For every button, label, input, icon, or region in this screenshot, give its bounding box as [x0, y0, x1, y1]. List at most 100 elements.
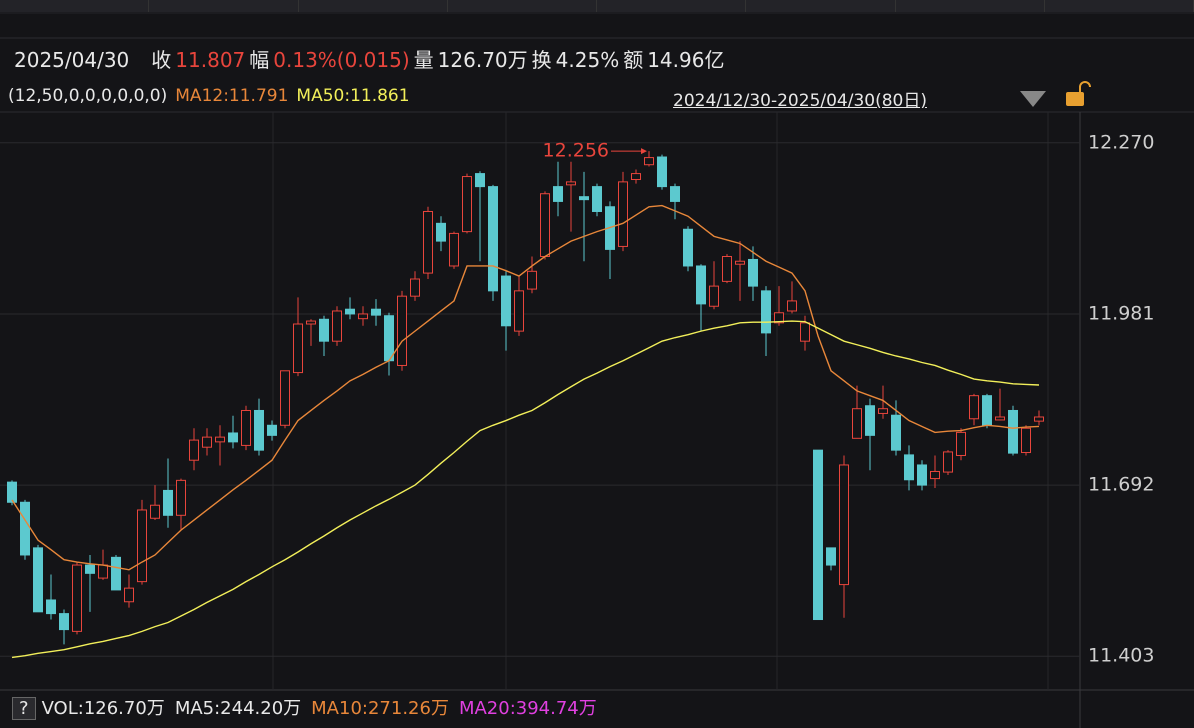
candle-body: [241, 409, 251, 446]
candle-body: [371, 308, 381, 316]
candle-body: [813, 449, 823, 621]
legend-entry: (12,50,0,0,0,0,0,0): [8, 86, 168, 106]
stat-label: 换: [531, 48, 552, 72]
candle-body: [826, 547, 836, 566]
candle-body: [930, 470, 940, 480]
candle-body: [189, 439, 199, 461]
candle-body: [98, 564, 108, 579]
y-tick-label: 11.403: [1088, 645, 1154, 667]
candle-body: [917, 464, 927, 486]
candle-body: [46, 599, 56, 615]
candle-body: [1008, 409, 1018, 454]
candle-body: [631, 173, 641, 181]
lock-icon[interactable]: [1066, 92, 1084, 106]
candle-body: [137, 509, 147, 583]
volume-legend: ? VOL:126.70万 MA5:244.20万 MA10:271.26万 MA20:…: [12, 694, 607, 720]
candle-body: [579, 196, 589, 201]
candle-body: [7, 481, 17, 503]
tab-bar: [0, 0, 1194, 14]
candle-body: [202, 436, 212, 448]
candle-body: [852, 408, 862, 439]
volume-legend-entry: MA5:244.20万: [174, 698, 302, 719]
candle-body: [358, 313, 368, 320]
y-tick-label: 12.270: [1088, 131, 1154, 153]
volume-legend-entry: VOL:126.70万: [41, 698, 165, 719]
candle-body: [20, 501, 30, 556]
candle-body: [254, 409, 264, 451]
candle-body: [553, 186, 563, 202]
candle-body: [436, 222, 446, 242]
candle-body: [969, 395, 979, 420]
candle-body: [72, 564, 82, 632]
candle-body: [488, 186, 498, 292]
candle-body: [514, 290, 524, 332]
candle-body: [644, 157, 654, 166]
info-bar: 2025/04/30 收 11.807 幅 0.13%(0.015) 量 126.70万换 4…: [14, 44, 728, 73]
candle-body: [59, 613, 69, 631]
candle-body: [800, 322, 810, 342]
candle-body: [228, 432, 238, 443]
candle-body: [540, 193, 550, 257]
candle-body: [215, 436, 225, 443]
candle-body: [670, 186, 680, 202]
candle-body: [423, 210, 433, 274]
candle-body: [462, 176, 472, 233]
annotation-arrowhead: [641, 148, 647, 155]
candle-body: [995, 416, 1005, 421]
candle-body: [501, 275, 511, 327]
candle-body: [709, 285, 719, 307]
legend: (12,50,0,0,0,0,0,0) MA12:11.791 MA50:11.86…: [8, 86, 418, 106]
lock-shackle: [1079, 81, 1091, 92]
candle-body: [774, 312, 784, 324]
stat-value: 11.807: [175, 48, 246, 72]
candle-body: [618, 181, 628, 247]
date: 2025/04/30: [14, 48, 130, 72]
candle-body: [956, 431, 966, 456]
candle-body: [982, 395, 992, 426]
moving-average-line: [11, 204, 1040, 571]
candle-body: [267, 424, 277, 436]
candle-body: [865, 405, 875, 436]
y-tick-label: 11.692: [1088, 474, 1154, 496]
max-label: 12.256: [543, 140, 609, 162]
candle-body: [163, 489, 173, 516]
candle-body: [592, 186, 602, 212]
moving-average-line: [11, 320, 1040, 659]
candle-body: [410, 278, 420, 297]
candle-body: [787, 300, 797, 312]
candle-body: [891, 414, 901, 451]
legend-entry: MA12:11.791: [175, 86, 289, 106]
candle-body: [696, 265, 706, 305]
stat-label: 量: [413, 48, 434, 72]
volume-legend-entry: MA20:394.74万: [458, 698, 597, 719]
candle-body: [735, 260, 745, 265]
stat-value: 126.70万: [437, 48, 528, 72]
stat-value: 14.96亿: [647, 48, 725, 72]
range-label[interactable]: 2024/12/30-2025/04/30(80日): [673, 91, 927, 111]
candle-body: [397, 295, 407, 366]
dropdown-icon[interactable]: [1020, 91, 1046, 107]
candle-body: [527, 270, 537, 290]
candle-body: [878, 408, 888, 414]
candle-body: [449, 232, 459, 267]
candle-body: [683, 228, 693, 267]
candle-body: [384, 315, 394, 362]
stat-label: 幅: [249, 48, 270, 72]
candle-body: [332, 310, 342, 342]
candle-body: [1034, 416, 1044, 422]
candle-body: [293, 323, 303, 374]
candle-body: [85, 564, 95, 574]
stat-label: 额: [623, 48, 644, 72]
candle-body: [657, 156, 667, 188]
volume-legend-entry[interactable]: ?: [12, 697, 36, 720]
candle-body: [280, 370, 290, 426]
candle-body: [345, 308, 355, 315]
candle-body: [904, 454, 914, 481]
candle-body: [176, 479, 186, 516]
candle-body: [761, 290, 771, 334]
candle-body: [943, 451, 953, 473]
candle-body: [150, 504, 160, 519]
stat-label: 收: [151, 48, 172, 72]
